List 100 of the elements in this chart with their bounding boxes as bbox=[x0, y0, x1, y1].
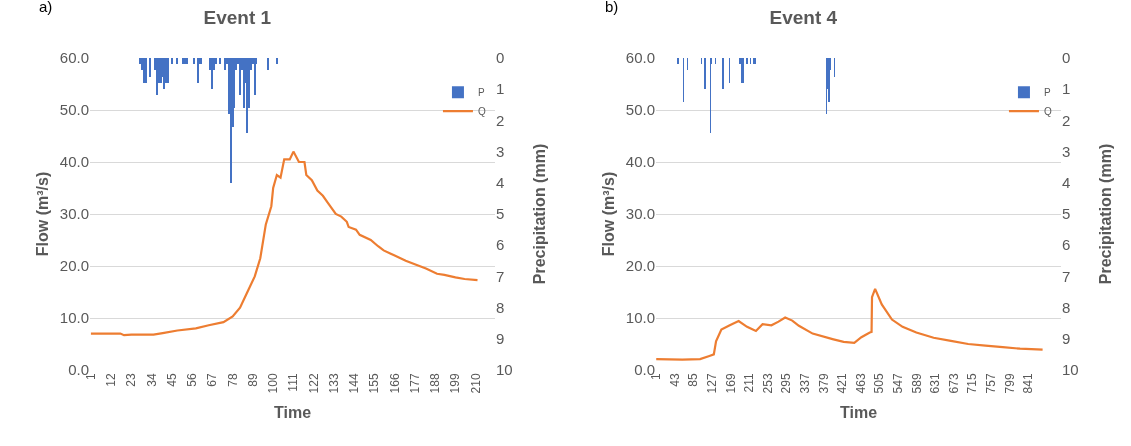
y-tick-label: 10.0 bbox=[59, 309, 89, 327]
y-tick-label: 30.0 bbox=[625, 205, 655, 223]
x-tick-label: 673 bbox=[946, 373, 961, 394]
x-tick-label: 43 bbox=[667, 373, 682, 387]
x-tick-label: 155 bbox=[367, 373, 382, 394]
y-tick-label: 20.0 bbox=[625, 257, 655, 275]
x-tick-label: 67 bbox=[205, 373, 220, 387]
y2-tick-label: 6 bbox=[496, 236, 505, 254]
bar bbox=[677, 58, 679, 64]
x-tick-label: 199 bbox=[448, 373, 463, 394]
legend-label: P bbox=[1043, 87, 1051, 99]
y2-tick-label: 10 bbox=[1062, 361, 1079, 379]
x-tick-label: 127 bbox=[704, 373, 719, 394]
x-tick-label: 100 bbox=[266, 373, 281, 394]
x-tick-label: 188 bbox=[428, 373, 443, 394]
x-tick-label: 133 bbox=[326, 373, 341, 394]
y2-tick-label: 9 bbox=[1062, 330, 1071, 348]
y2-tick-label: 1 bbox=[496, 80, 505, 98]
x-tick-label: 85 bbox=[686, 373, 701, 387]
x-tick-label: 211 bbox=[742, 373, 757, 393]
x-tick-label: 547 bbox=[891, 373, 906, 394]
y-tick-label: 50.0 bbox=[59, 101, 89, 119]
text: b) bbox=[605, 0, 619, 15]
y2-tick-label: 5 bbox=[1062, 205, 1071, 223]
y2-tick-label: 5 bbox=[496, 205, 505, 223]
y2-tick-label: 7 bbox=[1062, 267, 1071, 285]
x-tick-label: 177 bbox=[407, 373, 422, 394]
y2-tick-label: 7 bbox=[496, 267, 505, 285]
bar bbox=[163, 58, 165, 89]
legend-label: Q bbox=[1043, 106, 1052, 118]
bar bbox=[224, 58, 226, 70]
bar bbox=[704, 58, 706, 89]
x-tick-label: 757 bbox=[984, 373, 999, 394]
bar bbox=[246, 58, 248, 133]
y-tick-label: 10.0 bbox=[625, 309, 655, 327]
x-tick-label: 295 bbox=[779, 373, 794, 394]
x-tick-label: 34 bbox=[144, 373, 159, 387]
y2-tick-label: 3 bbox=[1062, 142, 1071, 160]
bar bbox=[149, 58, 151, 77]
bar bbox=[276, 58, 278, 64]
y2-tick-label: 4 bbox=[496, 174, 505, 192]
x-tick-label: 631 bbox=[928, 373, 943, 394]
x-tick-label: 505 bbox=[872, 373, 887, 394]
y-tick-label: 60.0 bbox=[625, 49, 655, 67]
x-tick-label: 589 bbox=[909, 373, 924, 394]
y2-tick-label: 2 bbox=[1062, 111, 1071, 129]
y2-tick-label: 2 bbox=[496, 111, 505, 129]
y2-axis-title: Precipitation (mm) bbox=[1097, 143, 1114, 285]
y-tick-label: 60.0 bbox=[59, 49, 89, 67]
bar bbox=[254, 58, 256, 95]
bar bbox=[230, 58, 232, 183]
legend-label: P bbox=[477, 87, 485, 99]
x-tick-label: 715 bbox=[965, 373, 980, 394]
y-tick-label: 40.0 bbox=[625, 153, 655, 171]
legend-label: Q bbox=[477, 106, 486, 118]
y2-tick-label: 4 bbox=[1062, 174, 1071, 192]
x-axis-title: Time bbox=[273, 404, 312, 422]
y-axis-title: Flow (m³/s) bbox=[600, 171, 617, 257]
y-axis-title: Flow (m³/s) bbox=[34, 171, 51, 257]
x-tick-label: 144 bbox=[347, 373, 362, 394]
x-tick-label: 799 bbox=[1002, 373, 1017, 394]
bar bbox=[193, 58, 195, 64]
x-tick-label: 841 bbox=[1021, 373, 1036, 394]
y2-tick-label: 0 bbox=[496, 49, 505, 67]
y2-tick-label: 6 bbox=[1062, 236, 1071, 254]
bar bbox=[239, 58, 241, 95]
x-tick-label: 45 bbox=[164, 373, 179, 387]
bar bbox=[746, 58, 748, 64]
x-tick-label: 122 bbox=[306, 373, 321, 394]
y-tick-label: 50.0 bbox=[625, 101, 655, 119]
y-tick-label: 20.0 bbox=[59, 257, 89, 275]
x-tick-label: 166 bbox=[387, 373, 402, 394]
bar bbox=[156, 58, 158, 95]
x-tick-label: 337 bbox=[798, 373, 813, 394]
bar bbox=[267, 58, 269, 70]
y2-tick-label: 8 bbox=[1062, 298, 1071, 316]
line-series bbox=[656, 287, 1044, 361]
x-tick-label: 210 bbox=[468, 373, 483, 394]
x-tick-label: 169 bbox=[723, 373, 738, 394]
x-tick-label: 111 bbox=[286, 373, 301, 392]
chart-title: Event 4 bbox=[769, 7, 838, 29]
bar bbox=[211, 58, 213, 89]
bar bbox=[176, 58, 178, 64]
chart-title: Event 1 bbox=[203, 7, 272, 29]
text: a) bbox=[39, 0, 53, 15]
y2-tick-label: 8 bbox=[496, 298, 505, 316]
x-tick-label: 421 bbox=[835, 373, 850, 394]
y-tick-label: 30.0 bbox=[59, 205, 89, 223]
x-tick-label: 78 bbox=[225, 373, 240, 387]
x-tick-label: 12 bbox=[104, 373, 119, 387]
y2-tick-label: 1 bbox=[1062, 80, 1071, 98]
bar bbox=[219, 58, 221, 64]
x-tick-label: 253 bbox=[760, 373, 775, 394]
y-tick-label: 40.0 bbox=[59, 153, 89, 171]
x-axis-title: Time bbox=[839, 404, 878, 422]
x-tick-label: 23 bbox=[124, 373, 139, 387]
bar bbox=[722, 58, 724, 89]
bar bbox=[171, 58, 173, 64]
y2-axis-title: Precipitation (mm) bbox=[531, 143, 548, 285]
x-tick-label: 56 bbox=[185, 373, 200, 387]
